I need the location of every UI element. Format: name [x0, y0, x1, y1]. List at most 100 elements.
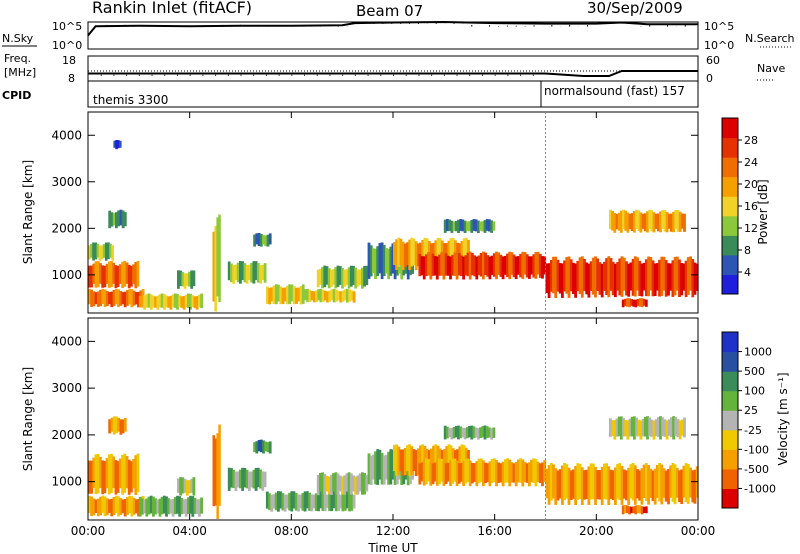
velocity-cell [137, 499, 140, 517]
power-cell [349, 265, 353, 287]
velocity-cell [230, 468, 233, 488]
velocity-cell [451, 458, 455, 484]
power-cell [598, 262, 602, 295]
power-cell [625, 261, 628, 296]
velocity-cell [574, 466, 577, 505]
velocity-cell [622, 418, 625, 437]
power-cell [119, 209, 123, 226]
power-cell [611, 210, 614, 231]
velocity-cell [339, 494, 343, 509]
velocity-cell [470, 425, 474, 440]
power-cell [232, 265, 236, 284]
power-cell [115, 140, 118, 150]
velocity-cell [501, 461, 505, 487]
power-cell [121, 210, 125, 229]
power-cell [525, 254, 529, 278]
power-cell [678, 211, 682, 232]
power-cell [176, 294, 179, 310]
power-cell [118, 264, 122, 284]
nave-tick-bottom: 0 [706, 72, 713, 85]
power-cell [474, 219, 478, 232]
power-cell [136, 260, 140, 287]
power-cell [188, 271, 191, 287]
velocity-cell [376, 449, 380, 485]
power-cell [334, 267, 338, 289]
power-cell [109, 243, 112, 258]
power-cell [673, 256, 677, 296]
velocity-cell [613, 420, 617, 440]
velocity-cell [112, 416, 116, 435]
power-cell [495, 251, 498, 280]
power-cell [88, 288, 91, 305]
velocity-cell [391, 449, 395, 480]
velocity-cell [477, 428, 480, 440]
power-cell [483, 220, 487, 233]
velocity-cell [629, 464, 633, 499]
velocity-cell [461, 427, 465, 438]
power-cell [669, 263, 673, 291]
freq-tick-bottom: 8 [68, 72, 75, 85]
power-cell [132, 290, 136, 306]
power-cell [191, 295, 195, 308]
velocity-cell [459, 426, 463, 439]
velocity-cell [651, 470, 655, 502]
power-colorbar-swatch [722, 215, 738, 236]
power-y-tick-label: 4000 [51, 128, 82, 142]
power-cell [243, 263, 247, 283]
power-cell [169, 295, 173, 310]
power-cell [482, 251, 485, 280]
power-cell [460, 241, 464, 271]
velocity-ylabel: Slant Range [km] [21, 367, 35, 471]
time-tick-label: 12:00 [376, 524, 411, 538]
power-cell [160, 293, 164, 308]
power-cell [177, 270, 180, 289]
power-cell [435, 256, 439, 280]
power-cell [629, 262, 633, 291]
power-cell [348, 289, 351, 302]
velocity-cell [397, 446, 401, 476]
power-cell [676, 210, 680, 232]
velocity-cell [187, 497, 190, 514]
power-cell [200, 293, 203, 309]
power-cell [645, 259, 648, 297]
velocity-cell [285, 494, 289, 509]
power-cell [337, 290, 340, 301]
power-cell [630, 213, 634, 231]
velocity-cell [354, 476, 358, 495]
power-cell [339, 291, 343, 303]
power-cell [654, 213, 658, 229]
power-cell [517, 256, 520, 275]
velocity-cell [547, 465, 551, 505]
velocity-colorbar-tick-label: -100 [744, 443, 769, 456]
power-colorbar-tick-label: 24 [744, 156, 758, 169]
velocity-cell [421, 444, 425, 477]
velocity-cell [152, 496, 155, 517]
velocity-cell [301, 493, 305, 511]
velocity-y-tick-label: 4000 [51, 334, 82, 348]
power-cell [341, 268, 344, 289]
velocity-cell [431, 463, 435, 485]
velocity-cell [325, 475, 329, 492]
power-cell [123, 260, 127, 287]
power-cell [414, 241, 418, 271]
power-cell [241, 261, 244, 281]
velocity-cell [479, 458, 483, 482]
velocity-cell [319, 472, 322, 492]
velocity-cell [234, 471, 238, 491]
freq-dot [507, 74, 509, 76]
velocity-cell [619, 416, 623, 440]
power-cell [299, 286, 303, 305]
power-cell [138, 295, 142, 308]
velocity-cell [259, 469, 262, 489]
velocity-cell [549, 463, 553, 501]
power-cell [332, 269, 335, 285]
power-cell [265, 286, 269, 304]
velocity-cell [177, 478, 180, 493]
velocity-cell [438, 458, 441, 485]
power-cell [622, 257, 626, 291]
velocity-cell [475, 461, 479, 487]
power-cell [630, 299, 633, 306]
power-cell [90, 243, 93, 258]
power-cell [695, 263, 699, 291]
